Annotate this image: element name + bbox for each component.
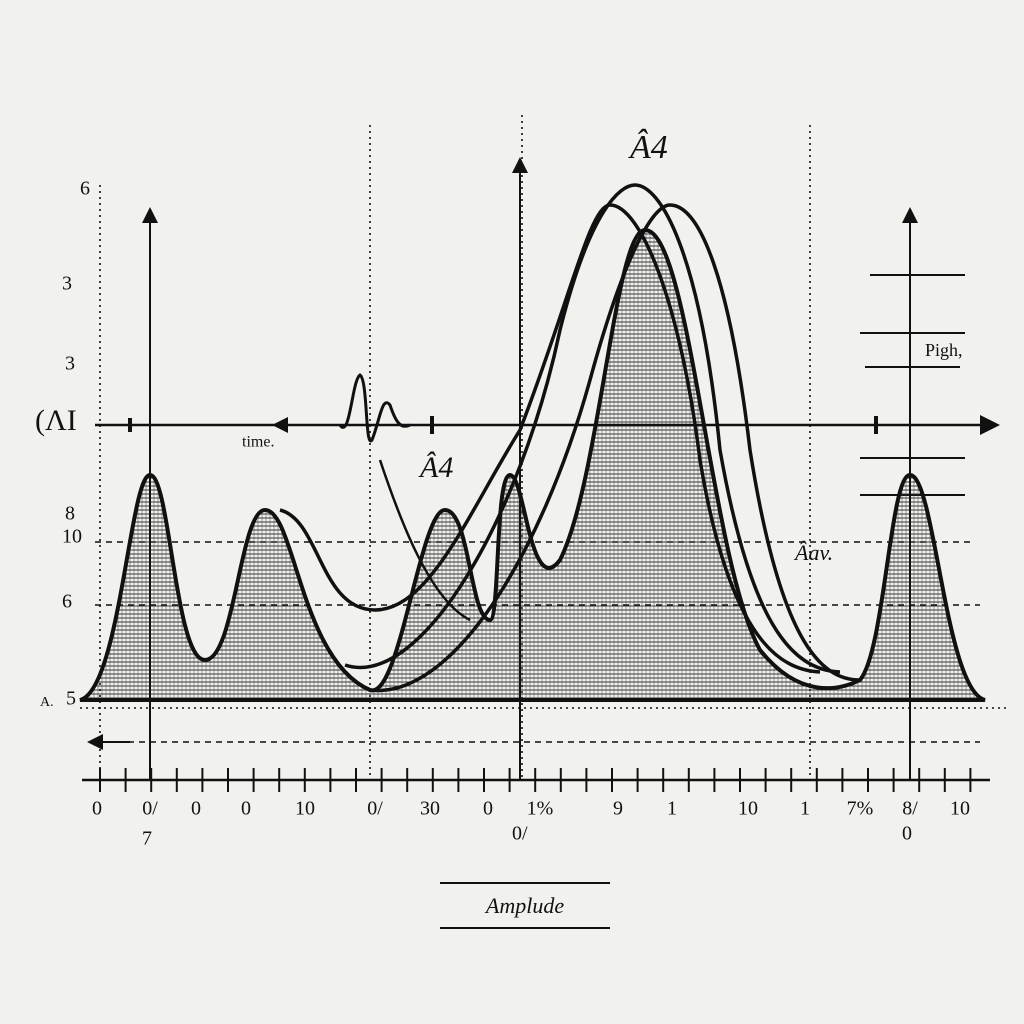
left-label: 5 [66, 688, 76, 710]
x-sub-label: 0 [902, 823, 912, 845]
x-label: 1% [527, 798, 554, 820]
x-sub-label: 0/ [512, 823, 528, 845]
curve [369, 203, 861, 693]
x-sub-label: 7 [142, 828, 152, 850]
left-label: 8 [65, 503, 75, 525]
x-label: 0/ [142, 798, 158, 820]
left-symbol: (ΛΙ [35, 404, 77, 437]
x-label: 0 [92, 798, 102, 820]
axis-mark: A. [40, 695, 54, 710]
x-label: 0 [483, 798, 493, 820]
x-label: 10 [738, 798, 758, 820]
mark: Â4 [628, 129, 668, 166]
left-label: 6 [62, 591, 72, 613]
x-label: 0/ [367, 798, 383, 820]
x-label: 10 [950, 798, 970, 820]
curve [279, 203, 821, 674]
x-label: 1 [667, 798, 677, 820]
time-label: time. [242, 434, 274, 451]
x-label: 7% [847, 798, 874, 820]
left-label: 3 [62, 273, 72, 295]
x-label: 10 [295, 798, 315, 820]
caption: Amplude [484, 893, 564, 918]
high-label: Pigh, [925, 340, 963, 360]
left-label: 6 [80, 178, 90, 200]
x-label: 0 [191, 798, 201, 820]
x-label: 1 [800, 798, 810, 820]
x-label: 30 [420, 798, 440, 820]
x-label: 9 [613, 798, 623, 820]
left-label: 3 [65, 353, 75, 375]
ticks [99, 768, 972, 792]
mark: Â4 [418, 451, 453, 484]
left-label: 10 [62, 526, 82, 548]
x-label: 0 [241, 798, 251, 820]
curve [344, 183, 841, 674]
mark: Âav. [793, 540, 833, 565]
wave [338, 373, 411, 443]
x-label: 8/ [902, 798, 918, 820]
curve [378, 459, 471, 622]
